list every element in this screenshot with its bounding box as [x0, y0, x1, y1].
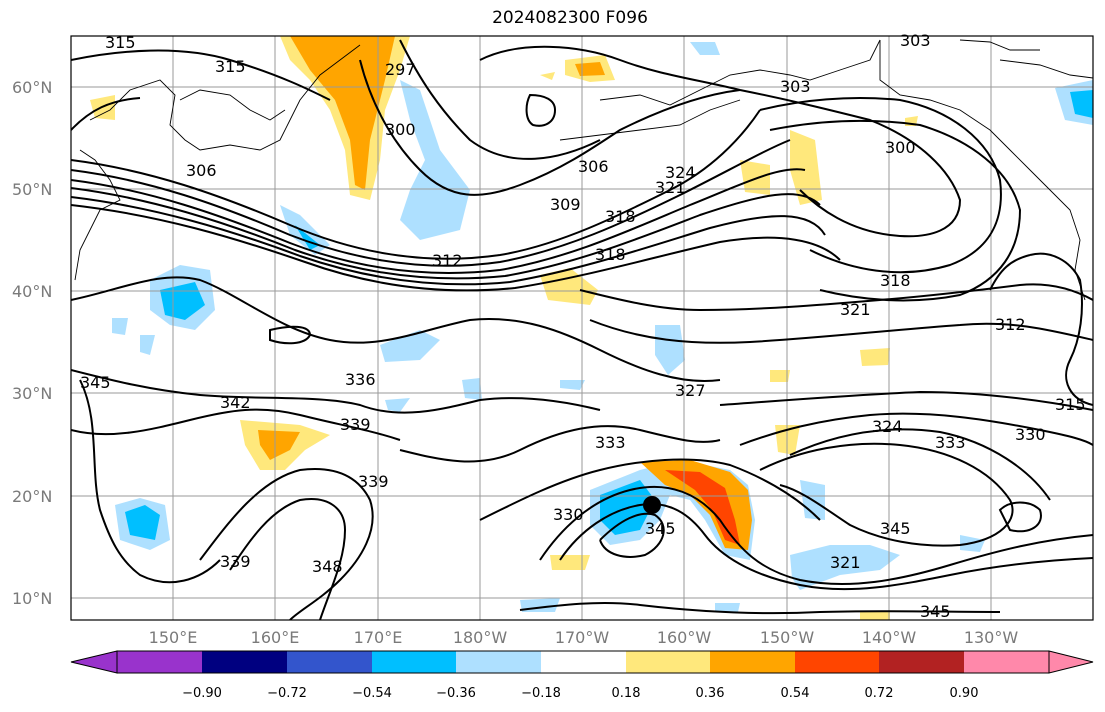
colorbar-tick-label: −0.90 [182, 686, 222, 701]
contour-label: 342 [220, 393, 251, 412]
lon-label: 160°E [251, 628, 300, 647]
colorbar-tick-label: 0.54 [781, 686, 810, 701]
contours [71, 39, 1093, 620]
contour-label: 324 [872, 417, 903, 436]
lon-label: 180°W [453, 628, 508, 647]
latitude-labels: 60°N 50°N 40°N 30°N 20°N 10°N [12, 78, 52, 608]
lat-label-30: 30°N [12, 384, 52, 403]
lon-label: 130°W [964, 628, 1019, 647]
contour-label: 306 [578, 157, 609, 176]
contour-labels: 306 312 315 318 318 321 321 324 324 327 … [80, 31, 1086, 621]
colorbar-tick-label: −0.18 [521, 686, 561, 701]
contour-label: 330 [553, 505, 584, 524]
lat-label-40: 40°N [12, 282, 52, 301]
lat-label-20: 20°N [12, 487, 52, 506]
contour-label: 312 [995, 315, 1026, 334]
lat-label-10: 10°N [12, 589, 52, 608]
lon-label: 150°W [760, 628, 815, 647]
lon-label: 160°W [657, 628, 712, 647]
colorbar-segment [710, 651, 795, 673]
map-title: 2024082300 F096 [492, 8, 648, 28]
colorbar-tick-label: 0.72 [865, 686, 894, 701]
contour-label: 315 [215, 57, 246, 76]
colorbar: −0.90 −0.72 −0.54 −0.36 −0.18 0.18 0.36 … [70, 650, 1094, 701]
contour-label: 318 [595, 245, 626, 264]
contour-label: 327 [675, 381, 706, 400]
longitude-labels: 150°E 160°E 170°E 180°W 170°W 160°W 150°… [149, 628, 1019, 647]
contour-label: 306 [186, 161, 217, 180]
contour-label: 348 [312, 557, 343, 576]
contour-label: 318 [605, 207, 636, 226]
colorbar-tick-label: −0.54 [352, 686, 392, 701]
contour-label: 297 [385, 60, 416, 79]
contour-label: 321 [840, 300, 871, 319]
contour-label: 312 [432, 251, 463, 270]
colorbar-segment [456, 651, 541, 673]
lat-label-60: 60°N [12, 78, 52, 97]
colorbar-tick-label: −0.36 [436, 686, 476, 701]
colorbar-segment [879, 651, 964, 673]
colorbar-extend-right [1048, 650, 1094, 674]
contour-label: 303 [900, 31, 931, 50]
contour-label: 324 [665, 163, 696, 182]
contour-label: 339 [220, 552, 251, 571]
contour-label: 339 [340, 415, 371, 434]
colorbar-extend-left [70, 650, 118, 674]
contour-label: 321 [830, 553, 861, 572]
coastlines [74, 39, 1093, 301]
colorbar-segment [202, 651, 287, 673]
contour-label: 315 [105, 33, 136, 52]
colorbar-segment [964, 651, 1049, 673]
contour-label: 303 [780, 77, 811, 96]
contour-label: 336 [345, 370, 376, 389]
colorbar-segment [372, 651, 456, 673]
contour-label: 300 [385, 120, 416, 139]
colorbar-tick-label: 0.90 [950, 686, 979, 701]
contour-label: 345 [645, 519, 676, 538]
lon-label: 150°E [149, 628, 198, 647]
colorbar-segment [541, 651, 626, 673]
colorbar-segment [117, 651, 202, 673]
contour-label: 339 [358, 472, 389, 491]
contour-label: 345 [80, 373, 111, 392]
contour-label: 318 [880, 271, 911, 290]
contour-label: 333 [595, 433, 626, 452]
contour-label: 309 [550, 195, 581, 214]
map-border [70, 35, 1094, 621]
contour-label: 300 [885, 138, 916, 157]
contour-label: 321 [655, 178, 686, 197]
lon-label: 140°W [862, 628, 917, 647]
colorbar-segment [287, 651, 372, 673]
contour-label: 315 [1055, 395, 1086, 414]
contour-label: 333 [935, 433, 966, 452]
colorbar-segment [626, 651, 710, 673]
lon-label: 170°W [555, 628, 610, 647]
contour-label: 345 [880, 519, 911, 538]
colorbar-segment [795, 651, 879, 673]
lat-label-50: 50°N [12, 180, 52, 199]
colorbar-tick-label: 0.36 [696, 686, 725, 701]
lon-label: 170°E [354, 628, 403, 647]
colorbar-tick-label: 0.18 [612, 686, 641, 701]
map-panel [71, 36, 1093, 620]
colorbar-tick-label: −0.72 [267, 686, 307, 701]
contour-label: 345 [920, 602, 951, 621]
storm-center-marker [643, 496, 661, 514]
contour-label: 330 [1015, 425, 1046, 444]
